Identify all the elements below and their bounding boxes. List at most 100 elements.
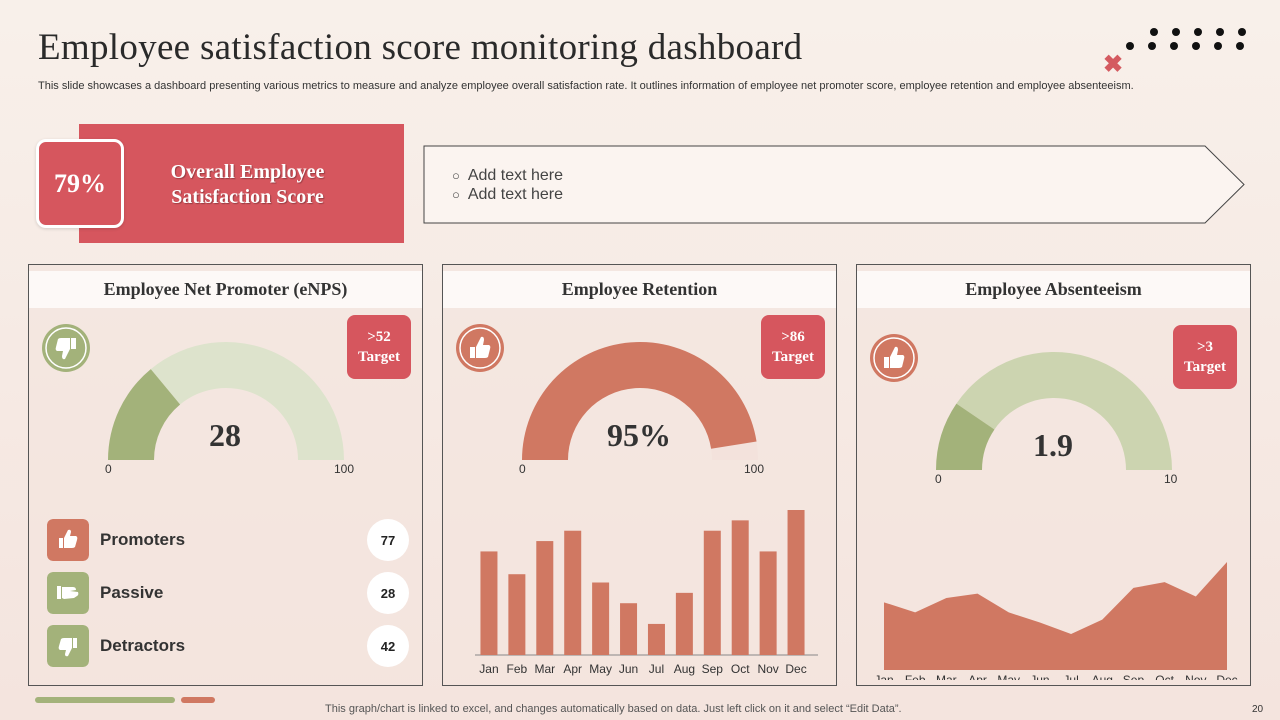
retention-gauge-value: 95% [607, 417, 671, 453]
decorative-dot [1150, 28, 1158, 36]
decorative-dot [1194, 28, 1202, 36]
absenteeism-gauge-track [956, 351, 1172, 470]
decorative-dot [1126, 42, 1134, 50]
bar-apr [564, 530, 582, 655]
x-tick-label: Apr [968, 673, 987, 680]
enps-target-label: Target [358, 349, 400, 365]
legend-label: Passive [100, 583, 164, 602]
absenteeism-target-label: Target [1184, 359, 1226, 375]
absenteeism-title: Employee Absenteeism [857, 271, 1250, 308]
enps-panel: Employee Net Promoter (eNPS) >52 Target … [28, 264, 423, 686]
legend-value: 42 [367, 625, 409, 667]
decorative-dot [1216, 28, 1224, 36]
decorative-dot [1214, 42, 1222, 50]
decorative-dot [1236, 42, 1244, 50]
legend-row-promoters: Promoters 77 [47, 519, 409, 561]
x-tick-label: Sep [1123, 673, 1145, 680]
bar-jun [620, 603, 638, 655]
x-tick-label: Dec [1216, 673, 1237, 680]
absenteeism-area-chart: Jan Feb Mar Apr May Jun Jul Aug Sep Oct Nov Dec [874, 562, 1238, 680]
retention-title: Employee Retention [443, 271, 836, 308]
x-tick-label: Oct [731, 662, 750, 676]
x-tick-label: Sep [702, 662, 724, 676]
thumbs-up-icon [870, 334, 918, 382]
x-tick-label: Dec [785, 662, 806, 676]
legend-label: Detractors [100, 636, 186, 655]
decorative-dot [1238, 28, 1246, 36]
page-subtitle: This slide showcases a dashboard present… [38, 80, 1134, 92]
bar-jan [480, 551, 498, 655]
absenteeism-gauge-min: 0 [935, 472, 942, 486]
enps-gauge-track [150, 342, 344, 460]
enps-gauge-value: 28 [209, 417, 241, 453]
enps-gauge-max: 100 [334, 462, 355, 476]
retention-target-badge: >86 Target [761, 315, 825, 379]
decorative-dot [1172, 28, 1180, 36]
x-tick-label: Jun [619, 662, 638, 676]
legend-value: 77 [367, 519, 409, 561]
enps-target-badge: >52 Target [347, 315, 411, 379]
x-tick-label: Jun [1030, 673, 1049, 680]
absenteeism-gauge-max: 10 [1164, 472, 1178, 486]
enps-gauge-fill [108, 369, 181, 460]
thumbs-down-icon [42, 324, 90, 372]
x-tick-label: May [589, 662, 612, 676]
retention-gauge-max: 100 [744, 462, 765, 476]
footer-accent-bar [181, 697, 215, 703]
legend-value: 28 [367, 572, 409, 614]
x-tick-label: Mar [936, 673, 957, 680]
notes-arrow-box[interactable] [423, 145, 1246, 224]
bar-nov [759, 551, 777, 655]
footer-note: This graph/chart is linked to excel, and… [325, 703, 902, 715]
page-title: Employee satisfaction score monitoring d… [38, 27, 803, 68]
thumbs-up-icon [47, 519, 89, 561]
overall-score-value: 79% [36, 139, 124, 228]
x-tick-label: Jul [1063, 673, 1078, 680]
legend-row-detractors: Detractors 42 [47, 625, 409, 667]
x-tick-label: Jan [479, 662, 498, 676]
absenteeism-gauge-value: 1.9 [1033, 427, 1073, 463]
notes-item[interactable]: Add text here [452, 166, 563, 185]
notes-item[interactable]: Add text here [452, 185, 563, 204]
legend-row-passive: Passive 28 [47, 572, 409, 614]
x-tick-label: Oct [1155, 673, 1174, 680]
area-series [884, 562, 1227, 670]
bar-dec [787, 510, 805, 655]
retention-panel: Employee Retention >86 Target 95% 0 100 … [442, 264, 837, 686]
retention-target-value: >86 [781, 329, 805, 345]
overall-score-label: Overall Employee Satisfaction Score [170, 161, 325, 208]
enps-title: Employee Net Promoter (eNPS) [29, 271, 422, 308]
absenteeism-target-badge: >3 Target [1173, 325, 1237, 389]
bar-jul [647, 623, 665, 655]
x-tick-label: Aug [1092, 673, 1113, 680]
legend-label: Promoters [100, 530, 186, 549]
close-x-decoration-icon: ✖ [1103, 51, 1124, 78]
retention-gauge-min: 0 [519, 462, 526, 476]
retention-gauge [522, 342, 758, 460]
bar-feb [508, 574, 526, 655]
retention-bar-chart: Jan Feb Mar Apr May Jun Jul Aug Sep Oct Nov Dec [475, 510, 818, 676]
x-tick-label: May [997, 673, 1020, 680]
decorative-dot [1148, 42, 1156, 50]
bar-oct [731, 520, 749, 655]
bar-mar [536, 541, 554, 655]
enps-gauge [108, 342, 344, 460]
absenteeism-gauge-fill [936, 403, 995, 470]
x-tick-label: Apr [563, 662, 582, 676]
x-tick-label: Nov [1185, 673, 1206, 680]
enps-gauge-min: 0 [105, 462, 112, 476]
decorative-dot [1170, 42, 1178, 50]
x-tick-label: Aug [674, 662, 695, 676]
bar-sep [703, 530, 721, 655]
notes-list[interactable]: Add text here Add text here [452, 166, 563, 204]
bar-may [592, 582, 610, 655]
absenteeism-panel: Employee Absenteeism >3 Target 1.9 0 10 … [856, 264, 1251, 686]
absenteeism-target-value: >3 [1196, 339, 1214, 355]
page-number: 20 [1252, 704, 1264, 715]
enps-target-value: >52 [367, 329, 391, 345]
x-tick-label: Nov [757, 662, 778, 676]
overall-score-banner [79, 124, 404, 243]
x-tick-label: Feb [905, 673, 926, 680]
decorative-dots [1120, 24, 1260, 54]
x-tick-label: Jan [874, 673, 893, 680]
